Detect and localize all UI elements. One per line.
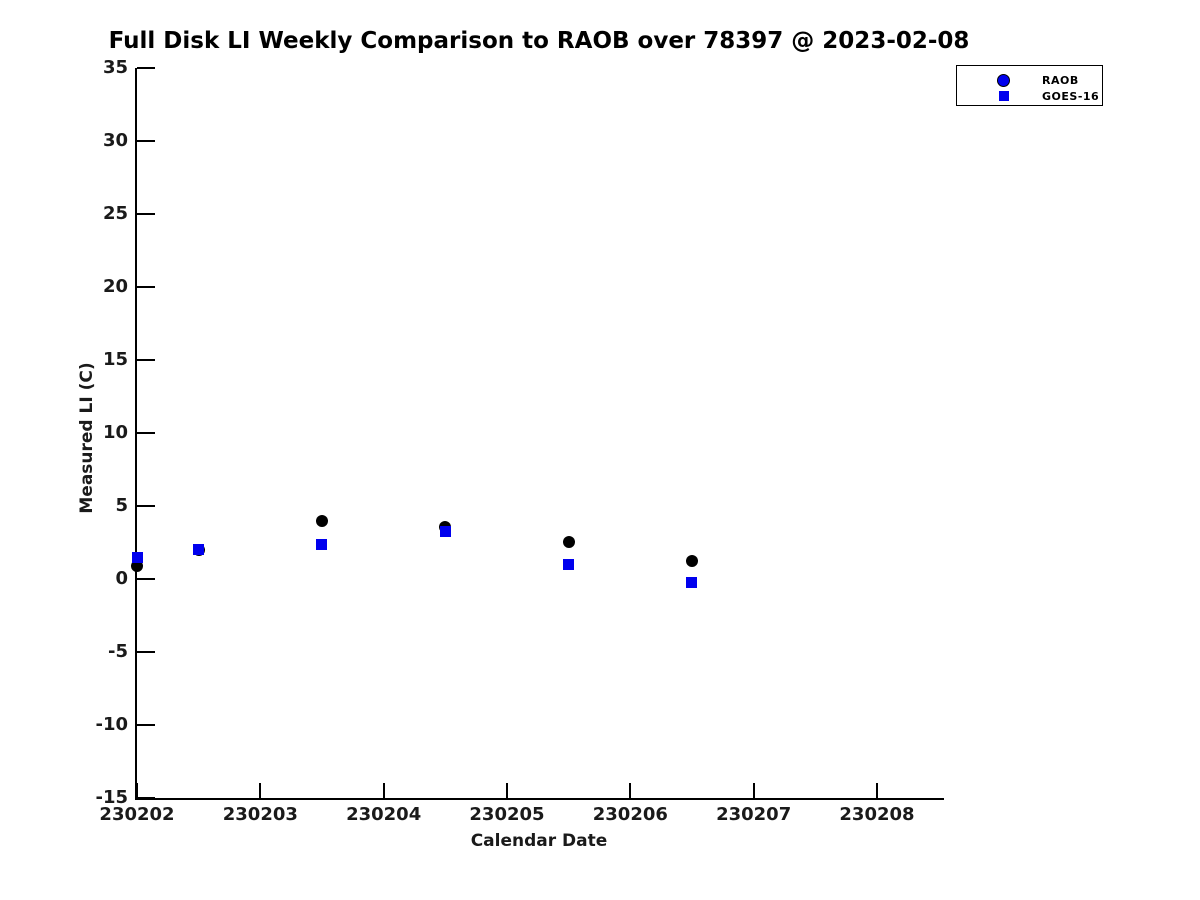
x-axis-tick-label: 230204 bbox=[346, 804, 422, 825]
y-axis-tick-label: 0 bbox=[115, 568, 128, 589]
y-axis-tick-label: 5 bbox=[115, 495, 128, 516]
y-axis-tick bbox=[137, 505, 155, 507]
y-axis-tick bbox=[137, 651, 155, 653]
legend-label-raob: RAOB bbox=[1042, 73, 1079, 87]
y-axis-tick-label: -15 bbox=[95, 787, 128, 808]
data-point-goes-16 bbox=[316, 539, 328, 551]
x-axis-label: Calendar Date bbox=[470, 831, 608, 851]
y-axis-tick-label: -10 bbox=[95, 714, 128, 735]
x-axis-tick-label: 230203 bbox=[222, 804, 298, 825]
y-axis-tick-label: 15 bbox=[102, 349, 128, 370]
y-axis-tick-label: 20 bbox=[102, 276, 128, 297]
x-axis-tick bbox=[752, 783, 755, 798]
data-point-goes-16 bbox=[193, 544, 205, 556]
legend-box: RAOB GOES-16 bbox=[956, 65, 1103, 106]
y-axis-tick-label: 30 bbox=[102, 130, 128, 151]
data-point-raob bbox=[315, 514, 328, 527]
y-axis-tick-label: -5 bbox=[108, 641, 128, 662]
data-point-raob bbox=[685, 554, 698, 567]
y-axis-tick-label: 25 bbox=[102, 203, 128, 224]
legend-marker-raob bbox=[997, 73, 1010, 87]
x-axis-tick bbox=[875, 783, 878, 798]
y-axis-tick bbox=[137, 724, 155, 726]
x-axis-tick-label: 230207 bbox=[716, 804, 792, 825]
data-point-goes-16 bbox=[131, 552, 143, 564]
legend-marker-goes-16 bbox=[999, 91, 1009, 101]
data-point-raob bbox=[562, 535, 575, 548]
data-point-goes-16 bbox=[563, 558, 575, 570]
data-point-goes-16 bbox=[686, 577, 698, 589]
y-axis-tick bbox=[137, 359, 155, 361]
y-axis-tick-label: 35 bbox=[102, 57, 128, 78]
x-axis-tick-label: 230206 bbox=[592, 804, 668, 825]
y-axis-tick bbox=[137, 578, 155, 580]
data-point-goes-16 bbox=[439, 526, 451, 538]
y-axis-tick bbox=[137, 432, 155, 434]
x-axis-tick bbox=[629, 783, 632, 798]
plot-area bbox=[135, 68, 944, 800]
y-axis-tick bbox=[137, 140, 155, 142]
x-axis-tick-label: 230208 bbox=[839, 804, 915, 825]
y-axis-tick-label: 10 bbox=[102, 422, 128, 443]
x-axis-tick-label: 230205 bbox=[469, 804, 545, 825]
y-axis-tick bbox=[137, 213, 155, 215]
x-axis-tick-label: 230202 bbox=[99, 804, 175, 825]
x-axis-tick bbox=[382, 783, 385, 798]
y-axis-tick bbox=[137, 286, 155, 288]
y-axis-tick bbox=[137, 797, 155, 799]
chart-title: Full Disk LI Weekly Comparison to RAOB o… bbox=[108, 28, 970, 54]
x-axis-tick bbox=[505, 783, 508, 798]
x-axis-tick bbox=[259, 783, 262, 798]
x-axis-tick bbox=[136, 783, 138, 798]
y-axis-tick bbox=[137, 67, 155, 69]
legend-label-goes-16: GOES-16 bbox=[1042, 89, 1100, 103]
